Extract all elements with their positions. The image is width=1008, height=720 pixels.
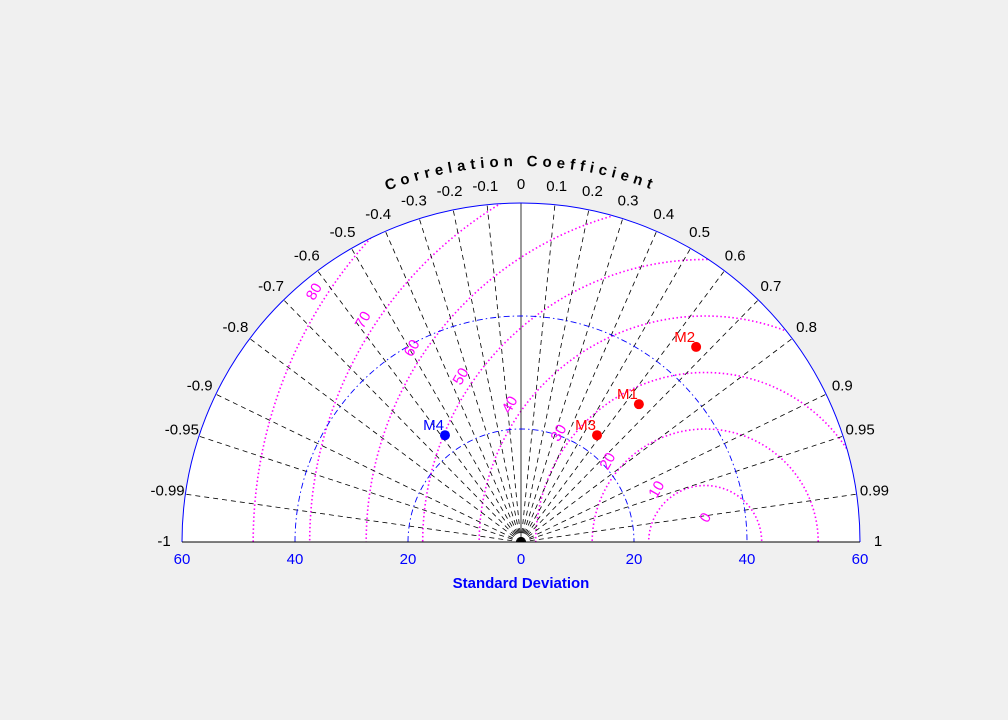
corr-line bbox=[185, 493, 522, 543]
corr-tick-label: 0.99 bbox=[860, 483, 889, 500]
x-tick-label: 40 bbox=[739, 551, 756, 568]
corr-line bbox=[418, 218, 522, 543]
corr-tick-label: -0.5 bbox=[330, 224, 356, 241]
corr-tick-label: 0.9 bbox=[832, 377, 853, 394]
corr-line bbox=[283, 299, 522, 543]
corr-tick-label: -0.7 bbox=[258, 278, 284, 295]
corr-tick-label: -0.95 bbox=[165, 421, 199, 438]
outer-arc bbox=[181, 202, 861, 543]
rms-label: 20 bbox=[596, 450, 619, 473]
x-axis-label: Standard Deviation bbox=[453, 575, 590, 592]
corr-tick-label: -0.1 bbox=[472, 178, 498, 195]
x-tick-label: 20 bbox=[400, 551, 417, 568]
rms-label: 70 bbox=[352, 309, 375, 332]
rms-circle bbox=[478, 315, 860, 542]
model-label: M2 bbox=[674, 329, 695, 346]
corr-line bbox=[520, 493, 857, 543]
corr-line bbox=[520, 209, 590, 543]
corr-line bbox=[520, 204, 556, 543]
model-point bbox=[439, 430, 450, 441]
corr-line bbox=[385, 231, 522, 543]
x-tick-label: 0 bbox=[517, 551, 525, 568]
corr-tick-label: -0.4 bbox=[365, 206, 391, 223]
corr-tick-label: -0.9 bbox=[187, 377, 213, 394]
model-label: M3 bbox=[575, 417, 596, 434]
corr-line bbox=[520, 248, 691, 543]
corr-line bbox=[249, 338, 522, 543]
corr-tick-label: 0.3 bbox=[618, 192, 639, 209]
corr-tick-label: 0.7 bbox=[760, 278, 781, 295]
std-circle bbox=[407, 428, 635, 543]
corr-line bbox=[520, 218, 624, 543]
corr-line bbox=[520, 435, 844, 543]
corr-line bbox=[520, 393, 827, 543]
corr-tick-label: -0.2 bbox=[437, 183, 463, 200]
corr-line bbox=[520, 231, 657, 543]
rms-label: 40 bbox=[498, 393, 521, 416]
corr-tick-label: 0.6 bbox=[725, 247, 746, 264]
corr-line bbox=[520, 270, 725, 543]
corr-line bbox=[520, 338, 793, 543]
std-circle bbox=[294, 315, 748, 543]
corr-tick-label: -1 bbox=[157, 533, 170, 550]
corr-tick-label: 0.95 bbox=[846, 421, 875, 438]
corr-line bbox=[215, 393, 522, 543]
corr-tick-label: 0.4 bbox=[653, 206, 674, 223]
x-tick-label: 60 bbox=[852, 551, 869, 568]
model-label: M1 bbox=[617, 386, 638, 403]
corr-line bbox=[452, 209, 522, 543]
x-tick-label: 40 bbox=[287, 551, 304, 568]
corr-line bbox=[317, 270, 522, 543]
rms-label: 80 bbox=[303, 280, 326, 303]
x-tick-label: 20 bbox=[626, 551, 643, 568]
model-label: M4 bbox=[423, 417, 444, 434]
model-point bbox=[633, 399, 644, 410]
model-point bbox=[691, 341, 702, 352]
corr-line bbox=[520, 299, 759, 543]
rms-label: 50 bbox=[450, 365, 473, 388]
corr-line bbox=[486, 204, 522, 543]
corr-tick-label: -0.99 bbox=[150, 483, 184, 500]
corr-tick-label: 0.1 bbox=[546, 178, 567, 195]
clipped-layer bbox=[252, 203, 860, 542]
corr-tick-label: 0 bbox=[517, 176, 525, 193]
model-point bbox=[592, 430, 603, 441]
corr-tick-label: -0.8 bbox=[222, 319, 248, 336]
corr-line bbox=[351, 248, 522, 543]
corr-tick-label: -0.3 bbox=[401, 192, 427, 209]
corr-line bbox=[198, 435, 522, 543]
corr-tick-label: 1 bbox=[874, 533, 882, 550]
x-tick-label: 60 bbox=[174, 551, 191, 568]
corr-tick-label: -0.6 bbox=[294, 247, 320, 264]
corr-tick-label: 0.5 bbox=[689, 224, 710, 241]
rms-label: 30 bbox=[547, 422, 570, 445]
rms-label: 10 bbox=[645, 478, 668, 501]
rms-label: 60 bbox=[401, 337, 424, 360]
corr-tick-label: 0.2 bbox=[582, 183, 603, 200]
corr-tick-label: 0.8 bbox=[796, 319, 817, 336]
